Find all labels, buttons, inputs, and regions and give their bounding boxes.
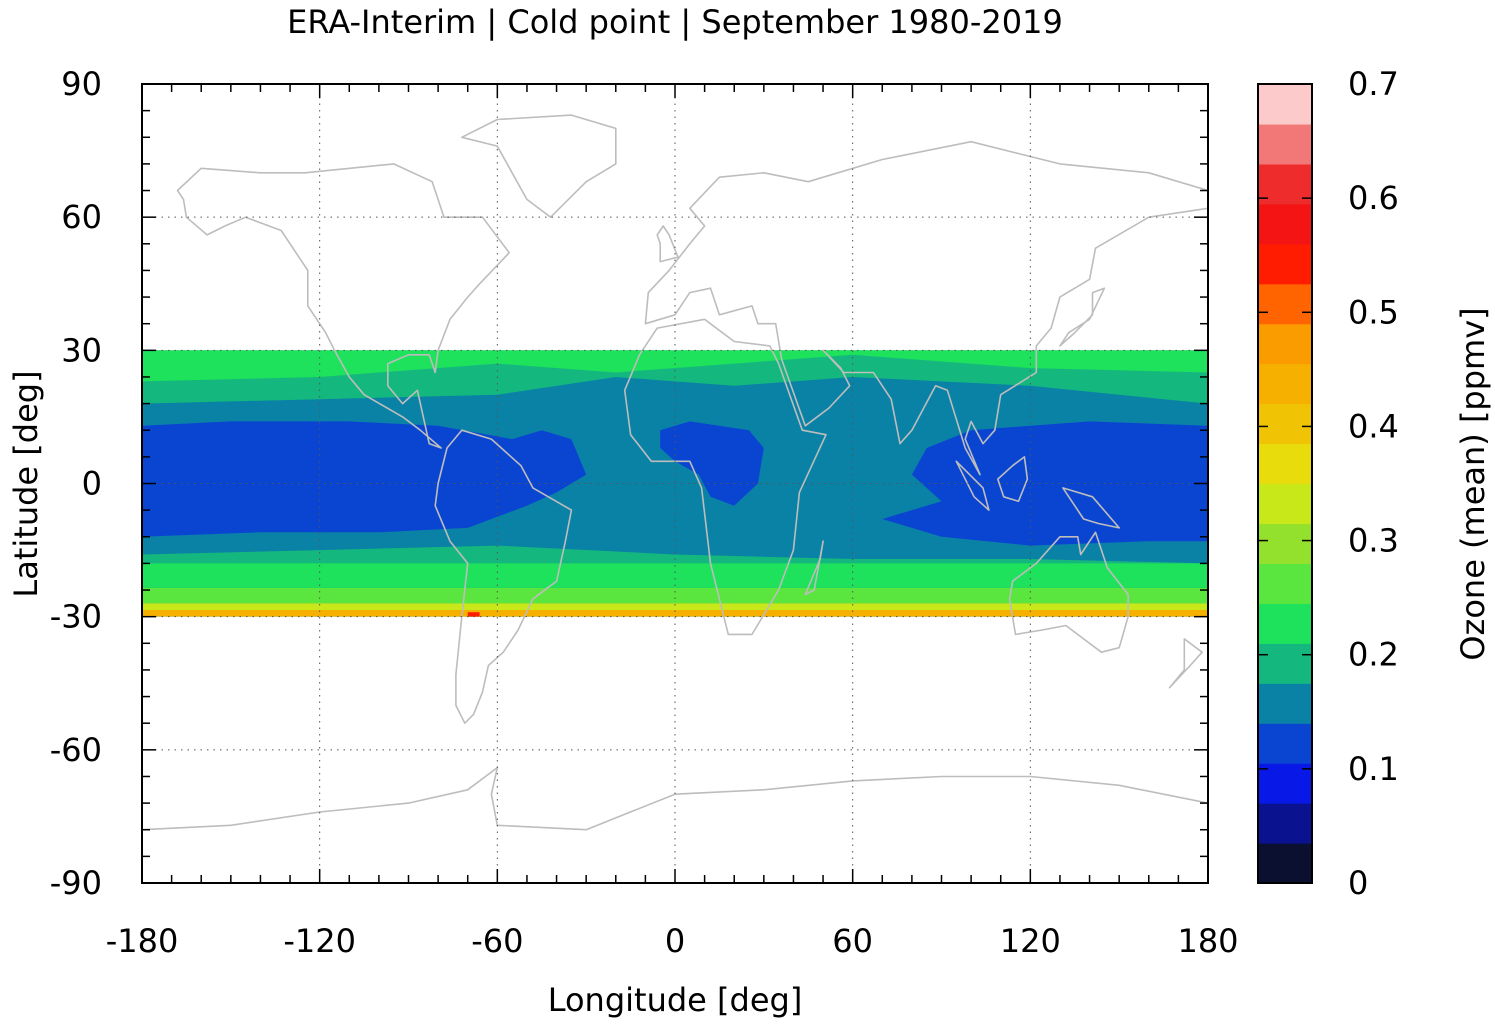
colorbar-tick-label: 0.3 [1348,522,1399,560]
colorbar: 0.7 0.6 0.5 0.4 0.3 0.2 0.1 0 [1257,65,1399,902]
x-tick-label: 60 [832,922,873,960]
x-tick-label: 120 [1000,922,1061,960]
x-tick-label: 0 [665,922,685,960]
colorbar-swatch [1258,603,1312,644]
colorbar-swatch [1258,283,1312,325]
ozone-peak-patch [467,612,480,617]
y-tick-label: -90 [50,864,102,902]
colorbar-label: Ozone (mean) [ppmv] [1454,307,1492,661]
colorbar-swatch [1258,243,1312,285]
ozone-low-maritime [882,421,1208,546]
colorbar-tick-label: 0 [1348,864,1368,902]
coast-madagascar [804,540,824,596]
colorbar-swatch [1258,203,1312,245]
colorbar-swatch [1258,763,1312,804]
ozone-band-north-high [142,350,1208,382]
colorbar-swatch [1258,363,1312,405]
colorbar-swatch [1258,123,1312,165]
y-tick-label: 60 [61,198,102,236]
colorbar-swatch [1258,443,1312,485]
colorbar-swatch [1258,483,1312,525]
coast-eurasia [644,140,1208,476]
colorbar-frame [1257,83,1313,884]
colorbar-swatch [1258,843,1312,884]
axes: -180 -120 -60 0 60 120 180 90 60 30 0 -30 -60 -90 [50,65,1239,960]
coast-greenland [461,114,617,218]
colorbar-swatch [1258,803,1312,844]
coast-australia [1008,531,1129,653]
ozone-low-pacific [142,421,587,537]
coast-antarctica [142,766,1208,883]
colorbar-tick-label: 0.4 [1348,407,1399,445]
coast-south-america [434,429,573,724]
colorbar-tick-label: 0.1 [1348,750,1399,788]
chart-title: ERA-Interim | Cold point | September 198… [287,3,1063,41]
ozone-low-africa [660,421,764,506]
coast-borneo [997,456,1029,503]
y-tick-label: 0 [82,465,102,503]
x-axis-label: Longitude [deg] [547,981,803,1019]
y-tick-label: -60 [50,731,102,769]
plot-area: -180 -120 -60 0 60 120 180 90 60 30 0 -30 -60 -90 [50,65,1239,960]
colorbar-tick-label: 0.2 [1348,636,1399,674]
colorbar-swatch [1258,723,1312,764]
colorbar-swatch [1258,323,1312,365]
x-tick-label: -120 [283,922,356,960]
coast-japan [1059,287,1106,347]
y-axis-label: Latitude [deg] [7,370,45,598]
coast-new-guinea [1062,487,1120,529]
colorbar-tick-label: 0.6 [1348,179,1399,217]
colorbar-swatch [1258,643,1312,684]
coast-north-america [176,163,510,449]
ozone-band-south-high [142,587,1208,604]
y-tick-label: -30 [50,598,102,636]
ozone-band-south-mid [142,563,1208,588]
x-tick-label: 180 [1177,922,1238,960]
colorbar-tick-label: 0.7 [1348,65,1399,103]
ozone-band-south-highest [142,610,1208,617]
coast-new-zealand [1168,638,1203,689]
colorbar-swatch [1258,563,1312,604]
ozone-band-south-higher [142,603,1208,611]
y-tick-label: 90 [61,65,102,103]
grid-lines [142,84,1208,883]
colorbar-swatch [1258,683,1312,724]
coastlines [142,114,1208,883]
x-tick-label: -60 [471,922,523,960]
colorbar-swatch [1258,84,1312,125]
colorbar-swatch [1258,403,1312,445]
colorbar-tick-label: 0.5 [1348,293,1399,331]
coast-africa [623,318,827,636]
y-tick-label: 30 [61,331,102,369]
x-tick-label: -180 [106,922,179,960]
coast-britain [656,225,679,263]
coast-sumatra [955,460,990,511]
colorbar-swatch [1258,523,1312,564]
